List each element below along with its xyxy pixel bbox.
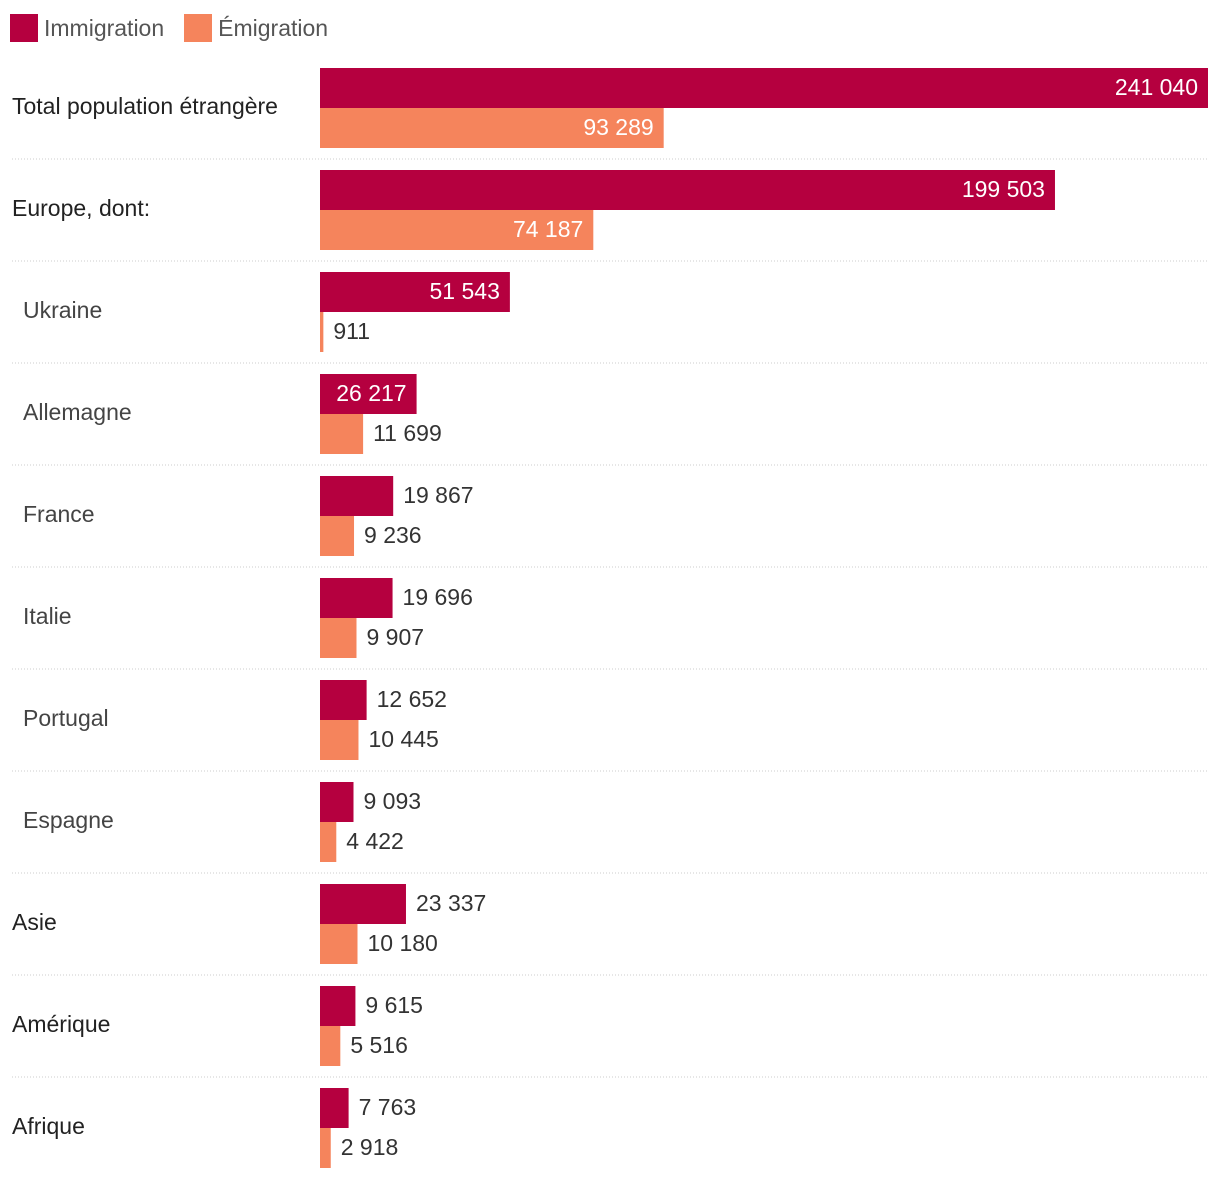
row-label-ukraine: Ukraine [23,297,102,323]
immigration-bar-ukraine [320,272,510,312]
immigration-bar-afrique [320,1088,349,1128]
emigration-bar-allemagne [320,414,364,454]
immigration-bar-portugal [320,680,367,720]
immigration-bar-europe-dont [320,170,1055,210]
legend-label-immigration: Immigration [44,14,165,41]
emigration-bar-afrique [320,1128,331,1168]
emigration-value-label-amerique: 5 516 [350,1032,408,1058]
immigration-value-label-portugal: 12 652 [377,686,447,712]
legend-item-emigration[interactable]: Émigration [184,14,328,42]
legend-label-emigration: Émigration [218,14,329,41]
immigration-value-label-europe-dont: 199 503 [962,176,1045,202]
immigration-value-label-afrique: 7 763 [359,1094,417,1120]
emigration-bar-total-population-etrangere [320,108,664,148]
row-label-france: France [23,501,95,527]
legend-swatch-emigration [184,14,213,42]
legend-item-immigration[interactable]: Immigration [10,14,164,42]
emigration-bar-italie [320,618,357,658]
immigration-bar-amerique [320,986,356,1026]
immigration-bar-asie [320,884,406,924]
emigration-value-label-portugal: 10 445 [368,726,438,752]
emigration-bar-ukraine [320,312,324,352]
immigration-value-label-ukraine: 51 543 [430,278,500,304]
emigration-bar-amerique [320,1026,341,1066]
immigration-bar-total-population-etrangere [320,68,1208,108]
immigration-bar-france [320,476,394,516]
immigration-value-label-italie: 19 696 [403,584,473,610]
emigration-value-label-allemagne: 11 699 [373,420,442,446]
immigration-value-label-asie: 23 337 [416,890,486,916]
immigration-value-label-espagne: 9 093 [363,788,421,814]
emigration-bar-asie [320,924,358,964]
emigration-value-label-total-population-etrangere: 93 289 [583,114,653,140]
emigration-value-label-france: 9 236 [364,522,422,548]
row-label-allemagne: Allemagne [23,399,132,425]
emigration-value-label-asie: 10 180 [368,930,438,956]
row-label-amerique: Amérique [12,1011,110,1037]
emigration-value-label-europe-dont: 74 187 [513,216,583,242]
legend-swatch-immigration [10,14,38,42]
row-label-espagne: Espagne [23,807,114,833]
immigration-value-label-allemagne: 26 217 [336,380,406,406]
immigration-value-label-amerique: 9 615 [365,992,423,1018]
row-label-asie: Asie [12,909,57,935]
emigration-value-label-espagne: 4 422 [346,828,404,854]
immigration-value-label-total-population-etrangere: 241 040 [1115,74,1198,100]
row-label-total-population-etrangere: Total population étrangère [12,93,278,119]
emigration-value-label-italie: 9 907 [366,624,424,650]
emigration-bar-espagne [320,822,337,862]
legend: Immigration Émigration [10,12,348,44]
emigration-bar-portugal [320,720,359,760]
row-label-europe-dont: Europe, dont: [12,195,150,221]
emigration-value-label-afrique: 2 918 [341,1134,399,1160]
immigration-bar-italie [320,578,393,618]
immigration-value-label-france: 19 867 [403,482,473,508]
row-label-afrique: Afrique [12,1113,85,1139]
emigration-bar-france [320,516,355,556]
immigration-bar-allemagne [320,374,417,414]
row-label-italie: Italie [23,603,72,629]
emigration-value-label-ukraine: 911 [333,318,370,344]
row-label-portugal: Portugal [23,705,109,731]
immigration-bar-espagne [320,782,354,822]
emigration-bar-europe-dont [320,210,594,250]
